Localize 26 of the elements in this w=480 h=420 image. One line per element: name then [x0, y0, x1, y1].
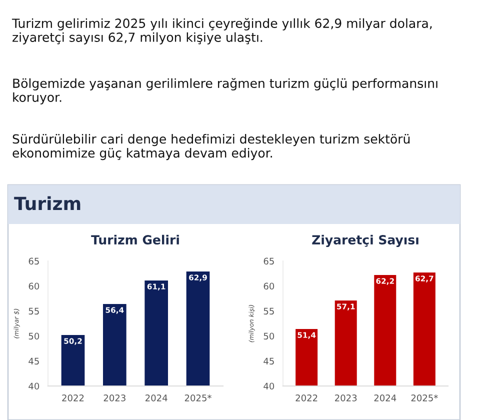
y-tick-label: 50: [264, 332, 274, 340]
x-tick-label: 2024: [146, 394, 168, 402]
y-tick-label: 60: [28, 282, 40, 290]
y-tick-label: 65: [264, 258, 274, 265]
text: Sürdürülebilir cari denge hedefimizi destekleyen turizm sektörü ekonomimize güç katmaya devam ediyor.: [12, 134, 410, 160]
chart-title: Ziyaretçi Sayısı: [312, 234, 418, 248]
x-tick-label: 2025*: [411, 394, 438, 402]
text: Turizm gelirimiz 2025 yılı ikinci çeyreğinde yıllık 62,9 milyar dolara, ziyaretçi sayısı 62,7 milyon kişiye ulaştı.: [12, 18, 432, 44]
y-tick-label: 50: [28, 332, 40, 340]
x-tick-label: 2023: [335, 394, 357, 402]
y-tick-label: 40: [264, 382, 274, 390]
x-tick-label: 2024: [374, 394, 396, 402]
y-tick-label: 45: [264, 358, 274, 365]
y-tick-label: 55: [28, 308, 39, 315]
y-tick-label: 45: [28, 358, 39, 365]
y-tick-label: 60: [264, 282, 274, 290]
y-tick-label: 40: [28, 382, 40, 390]
y-tick-label: 55: [264, 308, 274, 315]
text: Turizm: [14, 196, 80, 210]
text: Bölgemizde yaşanan gerilimlere rağmen turizm güçlü performansını koruyor.: [13, 78, 438, 104]
chart-title: Turizm Geliri: [91, 234, 179, 245]
y-tick-label: 65: [28, 258, 39, 265]
x-tick-label: 2022: [62, 394, 84, 402]
x-tick-label: 2023: [104, 394, 126, 402]
x-tick-label: 2025*: [184, 394, 212, 402]
x-tick-label: 2022: [296, 394, 318, 402]
